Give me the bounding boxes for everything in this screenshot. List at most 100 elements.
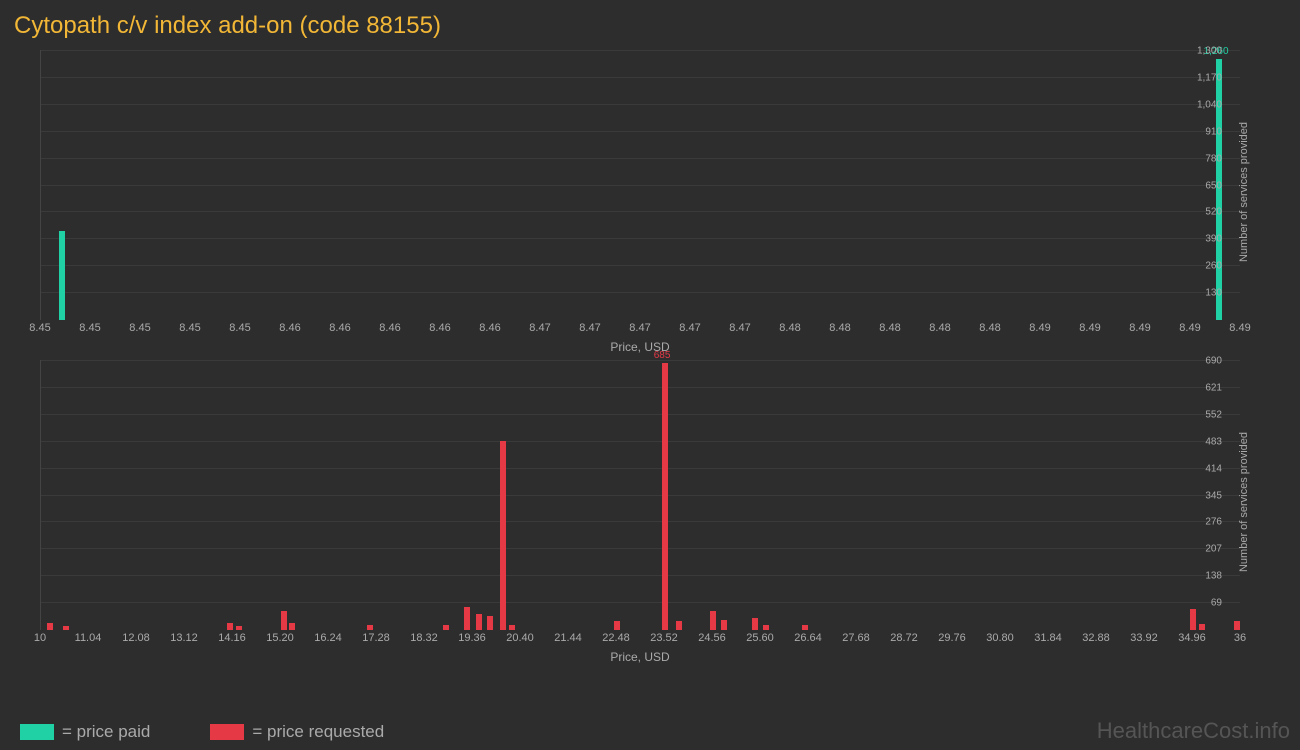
x-tick: 8.45 <box>129 322 150 334</box>
x-tick: 8.48 <box>879 322 900 334</box>
x-axis-2: Price, USD 1011.0412.0813.1214.1615.2016… <box>40 630 1240 666</box>
x-tick: 20.40 <box>506 632 534 644</box>
x-tick: 8.49 <box>1079 322 1100 334</box>
x-tick: 25.60 <box>746 632 774 644</box>
bar <box>464 607 470 630</box>
x-tick: 8.46 <box>479 322 500 334</box>
y-tick: 690 <box>1205 356 1222 367</box>
x-tick: 8.49 <box>1179 322 1200 334</box>
legend-item-requested: = price requested <box>210 722 384 742</box>
y-tick: 130 <box>1205 288 1222 299</box>
x-tick: 34.96 <box>1178 632 1206 644</box>
legend-item-paid: = price paid <box>20 722 150 742</box>
gridline <box>41 185 1240 186</box>
bar <box>289 623 295 630</box>
gridline <box>41 77 1240 78</box>
y-axis-right-2: 69138207276345414483552621690 <box>1192 361 1222 630</box>
x-tick: 24.56 <box>698 632 726 644</box>
x-tick: 8.49 <box>1029 322 1050 334</box>
bar <box>476 614 482 630</box>
bar-value-label: 685 <box>654 350 671 361</box>
x-tick: 18.32 <box>410 632 438 644</box>
x-axis-label-2: Price, USD <box>610 650 669 664</box>
gridline <box>41 387 1240 388</box>
x-tick: 28.72 <box>890 632 918 644</box>
bar <box>487 616 493 630</box>
legend-label-requested: = price requested <box>252 722 384 742</box>
x-tick: 30.80 <box>986 632 1014 644</box>
gridline <box>41 468 1240 469</box>
legend-swatch-requested <box>210 724 244 740</box>
x-tick: 22.48 <box>602 632 630 644</box>
y-tick: 483 <box>1205 436 1222 447</box>
x-axis-1: Price, USD 8.458.458.458.458.458.468.468… <box>40 320 1240 356</box>
x-tick: 8.45 <box>179 322 200 334</box>
bar <box>227 623 233 630</box>
x-tick: 17.28 <box>362 632 390 644</box>
x-tick: 8.49 <box>1129 322 1150 334</box>
x-tick: 8.47 <box>629 322 650 334</box>
x-tick: 33.92 <box>1130 632 1158 644</box>
x-tick: 15.20 <box>266 632 294 644</box>
x-tick: 29.76 <box>938 632 966 644</box>
chart-price-paid: 1,260 1302603905206507809101,0401,1701,3… <box>10 50 1290 356</box>
y-tick: 1,300 <box>1197 46 1222 57</box>
y-tick: 345 <box>1205 490 1222 501</box>
y-tick: 138 <box>1205 571 1222 582</box>
y-tick: 1,040 <box>1197 99 1222 110</box>
legend-label-paid: = price paid <box>62 722 150 742</box>
x-tick: 8.45 <box>29 322 50 334</box>
legend-swatch-paid <box>20 724 54 740</box>
y-tick: 207 <box>1205 544 1222 555</box>
x-tick: 27.68 <box>842 632 870 644</box>
y-tick: 780 <box>1205 153 1222 164</box>
x-tick: 32.88 <box>1082 632 1110 644</box>
gridline <box>41 495 1240 496</box>
x-tick: 8.45 <box>229 322 250 334</box>
gridline <box>41 292 1240 293</box>
x-tick: 8.48 <box>979 322 1000 334</box>
x-tick: 8.46 <box>279 322 300 334</box>
x-tick: 8.47 <box>579 322 600 334</box>
y-tick: 69 <box>1211 598 1222 609</box>
y-tick: 650 <box>1205 180 1222 191</box>
y-tick: 260 <box>1205 261 1222 272</box>
x-tick: 8.48 <box>829 322 850 334</box>
plot-area-2: 685 69138207276345414483552621690 Number… <box>40 360 1240 630</box>
bar <box>752 618 758 630</box>
x-tick: 19.36 <box>458 632 486 644</box>
x-tick: 36 <box>1234 632 1246 644</box>
x-tick: 12.08 <box>122 632 150 644</box>
x-tick: 21.44 <box>554 632 582 644</box>
chart-price-requested: 685 69138207276345414483552621690 Number… <box>10 360 1290 666</box>
x-tick: 16.24 <box>314 632 342 644</box>
gridline <box>41 602 1240 603</box>
legend: = price paid = price requested <box>20 722 384 742</box>
gridline <box>41 360 1240 361</box>
y-tick: 390 <box>1205 234 1222 245</box>
x-tick: 8.46 <box>379 322 400 334</box>
bar <box>676 621 682 630</box>
gridline <box>41 548 1240 549</box>
gridline <box>41 104 1240 105</box>
gridline <box>41 521 1240 522</box>
x-tick: 31.84 <box>1034 632 1062 644</box>
y-tick: 414 <box>1205 463 1222 474</box>
x-tick: 8.48 <box>779 322 800 334</box>
x-tick: 23.52 <box>650 632 678 644</box>
x-tick: 11.04 <box>75 632 102 644</box>
x-tick: 13.12 <box>170 632 198 644</box>
bar <box>500 441 506 630</box>
bar <box>59 231 65 320</box>
watermark: HealthcareCost.info <box>1097 718 1290 744</box>
x-tick: 14.16 <box>218 632 246 644</box>
bar <box>281 611 287 630</box>
x-tick: 10 <box>34 632 46 644</box>
x-tick: 8.48 <box>929 322 950 334</box>
plot-area-1: 1,260 1302603905206507809101,0401,1701,3… <box>40 50 1240 320</box>
gridline <box>41 441 1240 442</box>
x-tick: 8.47 <box>529 322 550 334</box>
bar <box>1234 621 1240 630</box>
y-tick: 1,170 <box>1197 72 1222 83</box>
y-tick: 621 <box>1205 382 1222 393</box>
